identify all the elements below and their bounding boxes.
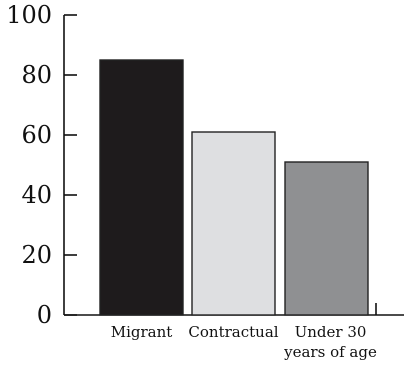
- x-category-label-line: Contractual: [188, 323, 278, 341]
- y-tick-label: 20: [21, 241, 52, 269]
- x-category-label: Contractual: [188, 323, 278, 341]
- x-category-label-line: years of age: [283, 343, 377, 361]
- bar-migrant: [99, 59, 184, 316]
- x-category-label: Migrant: [111, 323, 173, 341]
- y-axis-ticks: 0 20 40 60 80 100: [6, 1, 77, 329]
- x-axis-labels: Migrant Contractual Under 30 years of age: [111, 323, 377, 361]
- x-category-label-line: Migrant: [111, 323, 173, 341]
- y-tick-label: 100: [6, 1, 52, 29]
- x-category-label: Under 30 years of age: [283, 323, 377, 361]
- bar-contractual: [191, 131, 276, 316]
- bar-under-30-years-of-age: [284, 161, 369, 316]
- y-tick-label: 0: [37, 301, 52, 329]
- y-tick-label: 40: [21, 181, 52, 209]
- y-tick-label: 60: [21, 121, 52, 149]
- chart-bars: [99, 59, 369, 316]
- y-tick-label: 80: [21, 61, 52, 89]
- x-category-label-line: Under 30: [295, 323, 367, 341]
